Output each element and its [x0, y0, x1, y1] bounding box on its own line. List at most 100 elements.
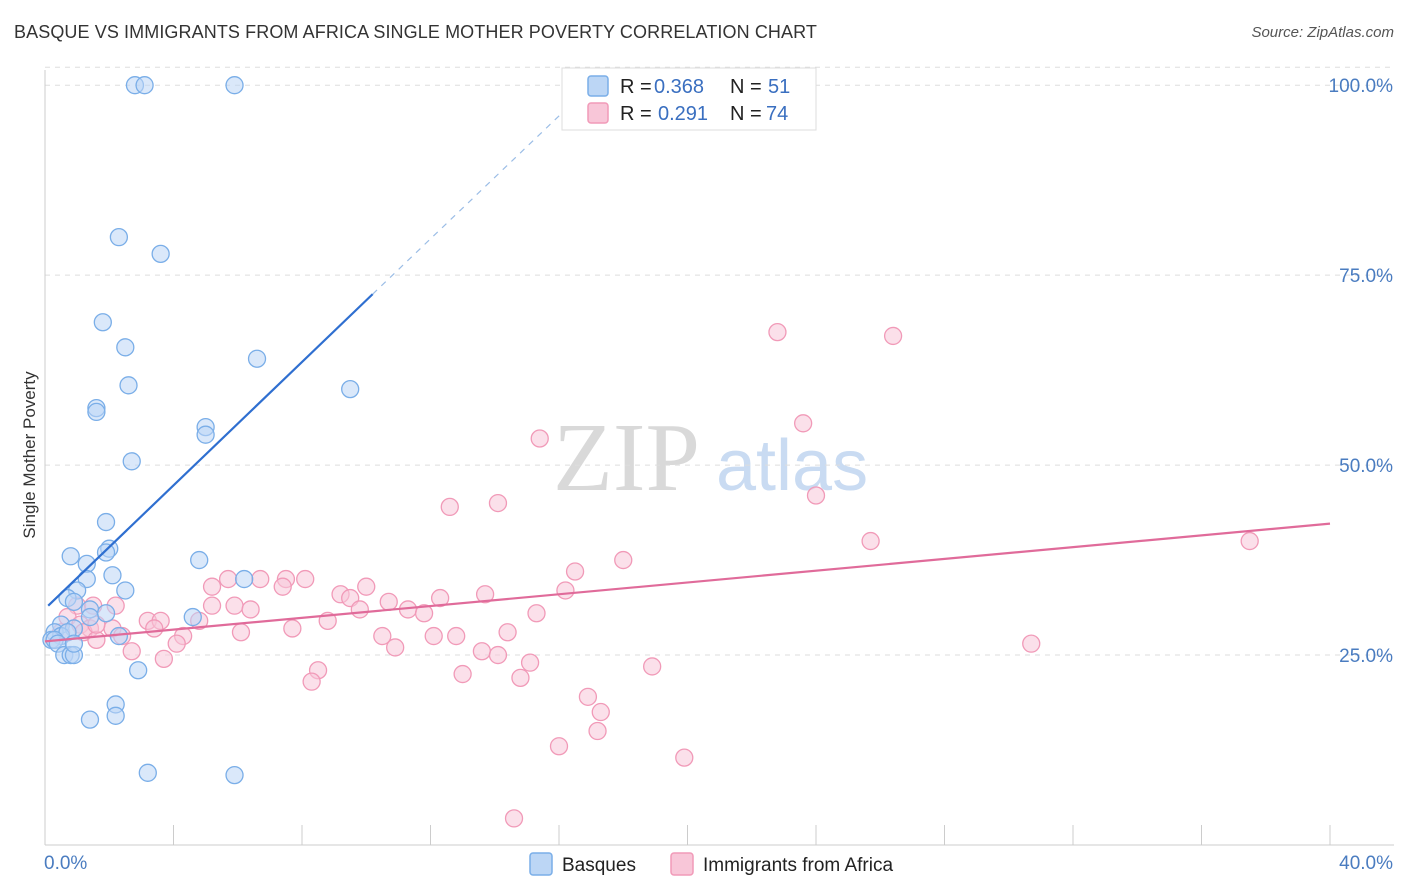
basque-point: [119, 376, 138, 395]
basque-trend-extension: [372, 84, 592, 295]
chart-title: BASQUE VS IMMIGRANTS FROM AFRICA SINGLE …: [14, 22, 817, 42]
africa-point: [578, 687, 598, 706]
africa-point: [302, 672, 321, 691]
basque-point: [341, 379, 360, 399]
bottom-legend: Basques Immigrants from Africa: [529, 852, 893, 876]
legend-swatch-basque: [587, 75, 609, 97]
africa-point: [167, 634, 186, 653]
africa-point: [154, 649, 174, 668]
basque-point: [106, 706, 125, 725]
africa-point: [122, 642, 141, 661]
bottom-legend-swatch-africa: [670, 852, 694, 876]
africa-point: [549, 737, 569, 756]
legend: R = 0.368 N = 51 R = 0.291 N = 74: [561, 67, 817, 131]
africa-point: [643, 657, 662, 676]
trend-lines: [44, 84, 1331, 643]
africa-point: [498, 623, 517, 642]
bottom-legend-label-africa: Immigrants from Africa: [703, 855, 893, 876]
basque-point: [122, 452, 141, 471]
africa-point: [414, 604, 434, 623]
legend-r-label-1: R =: [620, 76, 652, 98]
x-tick-label-min: 0.0%: [44, 853, 87, 874]
basque-point: [96, 604, 116, 623]
africa-point: [87, 630, 106, 650]
legend-n-value-2: 74: [766, 103, 788, 125]
axes: [44, 70, 1394, 846]
africa-point: [591, 702, 610, 722]
africa-point: [225, 596, 244, 615]
africa-point: [273, 577, 292, 596]
africa-point: [861, 531, 880, 551]
basque-point: [109, 228, 129, 247]
africa-point: [350, 600, 369, 619]
basque-point: [96, 543, 116, 562]
watermark-zip: ZIP: [553, 404, 700, 512]
legend-r-value-1: 0.368: [654, 76, 704, 98]
grid-lines: [45, 66, 1394, 656]
y-axis-label: Single Mother Poverty: [20, 371, 39, 539]
africa-point: [357, 577, 376, 596]
africa-point: [556, 581, 575, 600]
africa-point: [883, 326, 903, 346]
series-africa-points: [51, 322, 1259, 828]
y-tick-label-25: 25.0%: [1339, 646, 1393, 667]
basque-point: [247, 349, 267, 368]
africa-point: [440, 497, 459, 517]
bottom-legend-label-basque: Basques: [562, 855, 636, 876]
legend-n-label-2: N =: [730, 103, 762, 125]
legend-n-value-1: 51: [768, 76, 790, 98]
africa-point: [614, 550, 633, 570]
africa-point: [251, 569, 270, 589]
legend-n-label-1: N =: [730, 76, 762, 98]
africa-point: [768, 322, 787, 342]
africa-point: [1240, 531, 1259, 551]
basque-point: [235, 569, 254, 589]
africa-point: [424, 626, 443, 646]
legend-swatch-africa: [587, 102, 609, 124]
basque-point: [116, 338, 135, 357]
africa-point: [373, 626, 392, 646]
africa-point: [202, 577, 222, 596]
basque-point: [225, 765, 244, 785]
basque-point: [80, 710, 100, 729]
basque-point: [138, 763, 157, 782]
y-tick-label-100: 100.0%: [1329, 76, 1394, 97]
basque-point: [135, 76, 154, 95]
basque-point: [151, 244, 170, 264]
africa-point: [504, 809, 524, 828]
africa-point: [488, 645, 508, 665]
africa-point: [241, 600, 260, 619]
x-tick-labels: 0.0% 40.0%: [44, 853, 1393, 874]
africa-point: [530, 429, 549, 448]
africa-point: [283, 619, 302, 638]
africa-point: [1022, 634, 1041, 653]
africa-point: [675, 748, 694, 767]
africa-point: [430, 588, 450, 608]
legend-r-value-2: 0.291: [658, 103, 708, 125]
y-tick-label-50: 50.0%: [1339, 456, 1393, 477]
bottom-legend-swatch-basque: [529, 852, 553, 876]
basque-point: [61, 547, 80, 566]
africa-point: [511, 668, 530, 687]
basque-point: [80, 607, 100, 627]
africa-point: [453, 664, 472, 684]
basque-point: [129, 661, 148, 680]
basque-trend-line: [47, 293, 374, 607]
africa-point: [520, 653, 540, 672]
y-tick-labels: 25.0% 50.0% 75.0% 100.0%: [1329, 76, 1394, 667]
basque-point: [103, 566, 122, 585]
africa-point: [218, 569, 238, 589]
source-label: Source: ZipAtlas.com: [1251, 24, 1394, 41]
africa-point: [386, 638, 405, 657]
basque-point: [116, 581, 135, 600]
africa-point: [806, 486, 826, 505]
africa-point: [565, 562, 585, 581]
basque-point: [96, 512, 116, 532]
basque-point: [196, 425, 215, 444]
africa-point: [296, 569, 315, 589]
x-tick-label-max: 40.0%: [1339, 853, 1393, 874]
basque-point: [64, 592, 84, 612]
africa-point: [475, 585, 495, 604]
africa-point: [202, 596, 222, 615]
africa-point: [588, 721, 607, 741]
